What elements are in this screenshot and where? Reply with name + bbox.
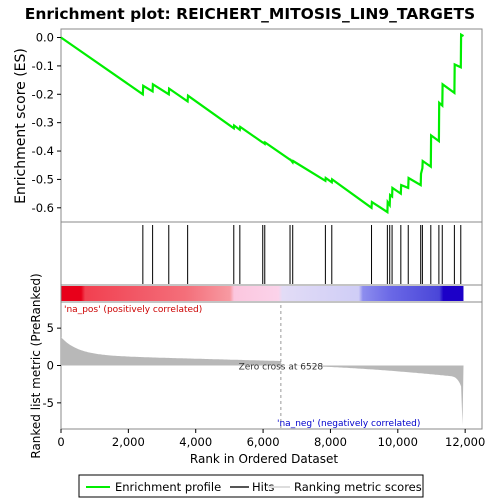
legend-frame: [78, 474, 424, 498]
es-y-tick-label: -0.5: [32, 172, 54, 186]
hits-panel: [60, 221, 483, 286]
es-ylabel: Enrichment score (ES): [13, 48, 29, 204]
es-panel-frame: [60, 28, 483, 223]
es-y-ticks: 0.0 -0.1 -0.2 -0.3 -0.4 -0.5 -0.6: [32, 31, 61, 215]
metric-area: [61, 337, 464, 426]
pos-label: 'na_pos' (positively correlated): [64, 305, 202, 315]
es-y-tick-label: -0.1: [32, 59, 54, 73]
x-tick-label: 4,000: [179, 435, 212, 449]
legend-hits-label: Hits: [252, 480, 274, 494]
es-y-tick-label: -0.2: [32, 87, 54, 101]
es-y-tick-label: -0.3: [32, 116, 54, 130]
neg-label: 'na_neg' (negatively correlated): [277, 419, 420, 429]
chart-title: Enrichment plot: REICHERT_MITOSIS_LIN9_T…: [25, 5, 475, 23]
legend-profile-label: Enrichment profile: [115, 480, 221, 494]
hits-group: [142, 225, 462, 284]
legend: Enrichment profile Hits Ranking metric s…: [78, 474, 424, 498]
metric-y-tick-label: 5: [47, 321, 54, 335]
es-profile-line: [60, 32, 465, 215]
x-tick-label: 10,000: [378, 435, 418, 449]
ranking-color-bar: [60, 284, 483, 303]
metric-y-tick-label: 0: [47, 359, 54, 373]
x-tick-label: 0: [57, 435, 64, 449]
legend-metric-label: Ranking metric scores: [294, 480, 422, 494]
x-axis-ticks: 0 2,000 4,000 6,000 8,000 10,000 12,000: [57, 429, 485, 449]
metric-ylabel: Ranked list metric (PreRanked): [29, 273, 43, 458]
es-y-tick-label: 0.0: [36, 31, 54, 45]
zero-cross-label: Zero cross at 6528: [239, 363, 324, 373]
es-panel: 0.0 -0.1 -0.2 -0.3 -0.4 -0.5 -0.6 Enrichment s…: [13, 28, 483, 223]
x-tick-label: 12,000: [445, 435, 485, 449]
metric-y-tick-label: -5: [43, 396, 54, 410]
x-tick-label: 8,000: [314, 435, 347, 449]
hits-panel-frame: [60, 221, 483, 286]
metric-panel: Zero cross at 6528 'na_pos' (positively …: [29, 273, 483, 459]
x-tick-label: 2,000: [112, 435, 145, 449]
x-axis-label: Rank in Ordered Dataset: [190, 452, 338, 466]
metric-y-ticks: 5 0 -5: [43, 321, 61, 410]
ranking-gradient: [61, 286, 464, 301]
es-y-tick-label: -0.4: [32, 144, 54, 158]
es-line-group: [60, 32, 465, 215]
es-y-tick-label: -0.6: [32, 201, 54, 215]
x-tick-label: 6,000: [247, 435, 280, 449]
